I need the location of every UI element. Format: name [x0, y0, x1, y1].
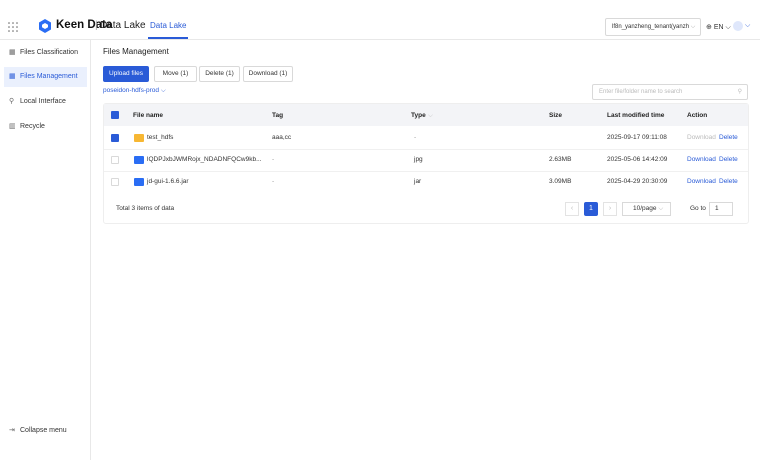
- tag: -: [272, 178, 275, 185]
- modified-time: 2025-05-06 14:42:09: [607, 156, 668, 163]
- download-button[interactable]: Download (1): [243, 66, 293, 82]
- search-input[interactable]: Enter file/folder name to search ⚲: [592, 84, 748, 100]
- row-divider: [104, 171, 748, 172]
- column-header: Tag: [272, 112, 284, 119]
- column-header: Size: [549, 112, 563, 119]
- avatar[interactable]: [733, 21, 743, 31]
- column-header: File name: [133, 112, 163, 119]
- delete-link[interactable]: Delete: [719, 134, 738, 141]
- type: -: [414, 134, 417, 141]
- download-link[interactable]: Download: [687, 156, 716, 163]
- logo: [39, 19, 51, 33]
- language-text: EN: [713, 24, 724, 31]
- brand: Keen Data: [56, 19, 113, 31]
- goto-input[interactable]: 1: [709, 202, 733, 216]
- row-divider: [104, 149, 748, 150]
- source: poseidon-hdfs-prod: [103, 87, 160, 94]
- table-card: [103, 103, 749, 224]
- download-link[interactable]: Download: [687, 178, 716, 185]
- upload-button[interactable]: Upload files: [103, 66, 149, 82]
- type: jpg: [414, 156, 423, 163]
- file-icon: [134, 156, 144, 164]
- tenant: lf8n_yanzheng_tenant(yanzh: [612, 24, 690, 30]
- nav-item[interactable]: ▦ Files Management: [4, 67, 87, 87]
- nav-text: Recycle: [20, 123, 45, 130]
- nav-item[interactable]: ▦ Files Classification: [9, 49, 78, 56]
- delete-link[interactable]: Delete: [719, 156, 738, 163]
- top-bar: Keen Data | Data Lake Data Lake lf8n_yan…: [0, 0, 760, 40]
- file-name: lQDPJxbJWMRojx_NDADNFQCw9kb...: [147, 156, 262, 163]
- prev-page[interactable]: ‹: [565, 202, 579, 216]
- tenant-select[interactable]: lf8n_yanzheng_tenant(yanzh ⌵: [605, 18, 701, 36]
- column-header: Last modified time: [607, 112, 665, 119]
- file-name: jd-gui-1.6.6.jar: [147, 178, 189, 185]
- folder-icon: [134, 134, 144, 142]
- collapse[interactable]: ⇥ Collapse menu: [9, 427, 67, 434]
- page-size-text: 10/page: [633, 205, 657, 212]
- modified-time: 2025-09-17 09:11:08: [607, 134, 667, 141]
- sidebar: ▦ Files Classification ▦ Files Management …: [0, 40, 91, 460]
- product: Data Lake: [100, 20, 146, 31]
- file-name: test_hdfs: [147, 134, 174, 141]
- download-link[interactable]: Download: [687, 134, 716, 141]
- source-select[interactable]: poseidon-hdfs-prod ⌵: [103, 87, 166, 94]
- size: 3.09MB: [549, 178, 572, 185]
- nav-text: Files Management: [20, 73, 78, 80]
- modified-time: 2025-04-29 20:30:09: [607, 178, 668, 185]
- tag: aaa,cc: [272, 134, 292, 141]
- language[interactable]: ⊕ EN ⌵: [706, 24, 731, 31]
- divider: |: [95, 20, 98, 31]
- search-placeholder: Enter file/folder name to search: [599, 89, 683, 95]
- apps-icon[interactable]: [8, 22, 18, 32]
- delete-button[interactable]: Delete (1): [199, 66, 240, 82]
- row-checkbox[interactable]: [111, 178, 119, 186]
- file-icon: [134, 178, 144, 186]
- size: 2.63MB: [549, 156, 572, 163]
- table-header: [104, 104, 748, 126]
- total: Total 3 items of data: [116, 205, 175, 212]
- type-filter[interactable]: ⌵: [428, 112, 433, 119]
- avatar-caret[interactable]: ⌵: [745, 22, 751, 29]
- row-checkbox[interactable]: [111, 156, 119, 164]
- nav-item[interactable]: ▥ Recycle: [9, 123, 45, 130]
- nav-text: Local Interface: [20, 98, 66, 105]
- move-button[interactable]: Move (1): [154, 66, 197, 82]
- next-page[interactable]: ›: [603, 202, 617, 216]
- delete-link[interactable]: Delete: [719, 178, 738, 185]
- row-checkbox[interactable]: [111, 134, 119, 142]
- page-title: Files Management: [103, 47, 169, 56]
- collapse-text: Collapse menu: [20, 427, 67, 434]
- page-number[interactable]: 1: [584, 202, 598, 216]
- column-header: Type: [411, 112, 426, 119]
- type: jar: [414, 178, 422, 185]
- page-size[interactable]: 10/page ⌵: [622, 202, 671, 216]
- column-header: Action: [687, 112, 708, 119]
- nav-item[interactable]: ⚲ Local Interface: [9, 98, 66, 105]
- tag: -: [272, 156, 275, 163]
- goto-label: Go to: [690, 205, 706, 212]
- tab[interactable]: Data Lake: [148, 21, 189, 39]
- select-all[interactable]: [111, 111, 119, 119]
- nav-text: Files Classification: [20, 49, 78, 56]
